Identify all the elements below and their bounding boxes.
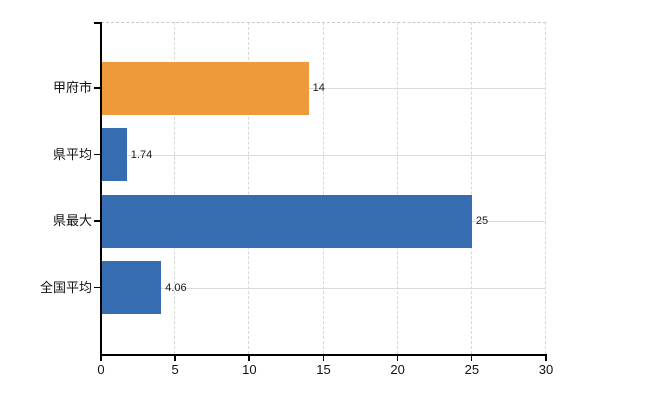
x-tick-label: 15 [316,362,331,377]
vertical-gridline [248,22,250,354]
x-tick [470,354,473,361]
x-tick [100,354,102,361]
bar [101,194,472,248]
horizontal-gridline [101,88,546,90]
x-tick-label: 0 [97,362,105,377]
plot-border-top [101,22,546,23]
y-tick [94,220,101,222]
value-label: 4.06 [165,281,187,294]
horizontal-gridline [101,287,546,289]
y-tick [94,22,101,24]
y-axis-line [100,22,102,354]
category-label: 甲府市 [52,80,92,96]
y-tick [94,286,101,289]
x-tick-label: 25 [464,362,480,377]
vertical-gridline [396,22,398,354]
bar [101,61,309,115]
value-label: 14 [312,82,325,95]
x-tick [322,354,324,361]
vertical-gridline [545,22,546,354]
bar [101,261,162,315]
category-label: 全国平均 [39,279,92,295]
category-label: 県最大 [52,213,92,229]
x-tick-label: 30 [538,362,554,377]
plot-area: 14 1.74 25 4.06 [101,22,546,354]
bar [101,128,127,182]
vertical-gridline [322,22,324,354]
value-label: 25 [475,215,489,228]
x-tick-label: 20 [390,362,405,377]
y-tick [94,87,101,89]
x-tick-label: 10 [242,362,257,377]
x-tick [396,354,399,361]
value-label: 1.74 [130,148,153,161]
y-tick [94,153,101,156]
x-tick [174,354,176,361]
x-tick-label: 5 [171,362,179,377]
vertical-gridline [174,22,176,354]
category-label: 県平均 [52,146,92,162]
x-tick [248,354,250,361]
vertical-gridline [470,22,472,354]
x-tick [545,354,547,361]
horizontal-gridline [101,154,546,156]
